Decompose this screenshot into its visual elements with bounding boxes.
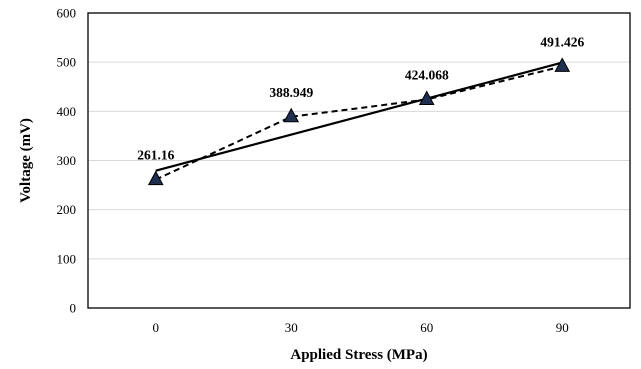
data-point-marker [554, 57, 571, 72]
data-label: 261.16 [137, 148, 174, 163]
x-axis-title: Applied Stress (MPa) [290, 347, 427, 363]
data-label: 388.949 [269, 85, 313, 100]
y-axis-title: Voltage (mV) [18, 118, 34, 203]
data-point-marker [283, 107, 300, 123]
data-labels: 261.16 388.949 424.068 491.426 [137, 34, 584, 162]
x-tick-label: 60 [420, 320, 433, 335]
y-tick-label: 600 [57, 6, 77, 21]
y-tick-label: 0 [70, 301, 77, 316]
y-tick-label: 500 [57, 55, 77, 70]
data-label: 424.068 [405, 67, 449, 82]
x-tick-label: 0 [153, 320, 160, 335]
x-tick-label: 90 [556, 320, 569, 335]
series-line [155, 65, 563, 181]
data-markers [147, 57, 571, 186]
grid-lines [88, 61, 630, 260]
data-label: 491.426 [540, 34, 584, 49]
data-point-marker [147, 170, 164, 186]
y-tick-label: 200 [57, 202, 77, 217]
data-point-marker [418, 90, 435, 105]
x-axis-ticks: 0 30 60 90 [153, 320, 569, 335]
x-tick-label: 30 [285, 320, 298, 335]
y-tick-label: 300 [57, 153, 77, 168]
y-axis-ticks: 0 100 200 300 400 500 600 [57, 6, 77, 316]
y-tick-label: 100 [57, 251, 77, 266]
y-tick-label: 400 [57, 104, 77, 119]
plot-frame [87, 12, 631, 309]
linear-trendline [155, 61, 563, 172]
